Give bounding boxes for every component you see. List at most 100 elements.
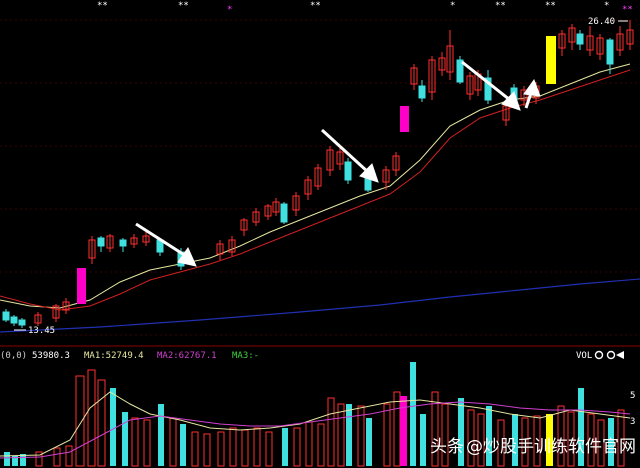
- highlight-candle-magenta: [400, 106, 409, 132]
- candle-down: [18, 319, 26, 326]
- vol-bar-up: [327, 397, 335, 467]
- svg-text:MA2:62767.1: MA2:62767.1: [157, 351, 217, 361]
- vol-bar-down: [20, 454, 26, 466]
- candle-up: [466, 75, 474, 95]
- low-price-label: 13.45: [28, 326, 55, 336]
- arrow-head-icon: [359, 163, 379, 183]
- candle-up: [228, 239, 236, 253]
- volume-bars: [4, 362, 625, 467]
- vol-bar-down: [458, 398, 464, 466]
- candle-up: [438, 57, 446, 71]
- arrow-head-icon: [501, 91, 521, 111]
- watermark: 头条 @炒股手训练软件官网: [430, 437, 636, 457]
- marker-star: **: [97, 1, 108, 11]
- svg-text:53980.3: 53980.3: [32, 351, 70, 361]
- high-price-label: 26.40: [588, 17, 615, 27]
- vol-bar-up: [229, 427, 237, 467]
- candle-down: [344, 161, 352, 181]
- vol-bar-up: [143, 419, 151, 467]
- arrow-head-icon: [177, 246, 197, 267]
- marker-star: *: [604, 1, 609, 11]
- vol-bar-up: [241, 429, 249, 467]
- candle-up: [626, 29, 634, 45]
- marker-star: *: [450, 1, 455, 11]
- vol-bar-up: [533, 415, 541, 467]
- volume-level-5: 5: [630, 391, 635, 401]
- candle-up: [382, 169, 390, 183]
- vol-bar-up: [383, 403, 391, 467]
- candlesticks: [2, 20, 634, 328]
- ma-line-short: [0, 63, 631, 309]
- vol-bar-up: [305, 421, 313, 467]
- vol-bar-down: [282, 428, 288, 466]
- vol-bar-up: [131, 417, 139, 467]
- vol-bar-down: [486, 406, 492, 466]
- vol-bar-highlight-magenta: [400, 396, 407, 466]
- candle-up: [252, 211, 260, 223]
- annotation-arrows: [135, 60, 541, 267]
- volume-header: (0,0) 53980.3 MA1:52749.4 MA2:62767.1 MA…: [0, 351, 592, 361]
- vol-bar-highlight-yellow: [546, 414, 553, 466]
- svg-text:VOL: VOL: [576, 351, 592, 361]
- candle-down: [576, 33, 584, 45]
- vol-bar-up: [393, 391, 401, 467]
- marker-star: **: [310, 1, 321, 11]
- vol-bar-up: [97, 379, 106, 467]
- marker-star: **: [178, 1, 189, 11]
- candle-up: [264, 205, 272, 217]
- candle-down: [2, 311, 10, 321]
- vol-ma-line-1: [0, 391, 631, 457]
- vol-bar-up: [169, 417, 177, 467]
- candle-up: [304, 179, 312, 195]
- candle-up: [596, 37, 604, 55]
- svg-text:MA3:-: MA3:-: [232, 351, 259, 361]
- candle-down: [456, 59, 464, 83]
- candle-up: [292, 195, 300, 211]
- candle-down: [97, 237, 105, 247]
- ma-line-long: [0, 278, 640, 333]
- gear-icon: [594, 350, 604, 360]
- vol-bar-up: [317, 423, 325, 467]
- vol-bar-down: [4, 452, 10, 466]
- vol-bar-down: [346, 404, 352, 466]
- svg-text:MA1:52749.4: MA1:52749.4: [84, 351, 144, 361]
- vol-bar-down: [578, 388, 584, 466]
- candle-down: [10, 316, 18, 324]
- top-markers: ** ** * ** * ** ** * **: [97, 1, 633, 15]
- vol-bar-up: [217, 431, 225, 467]
- marker-star: *: [227, 5, 232, 15]
- vol-bar-down: [512, 414, 518, 466]
- candle-up: [502, 105, 510, 121]
- candle-up: [392, 155, 400, 171]
- candle-up: [520, 89, 528, 101]
- vol-bar-up: [597, 419, 605, 467]
- candle-down: [119, 239, 127, 247]
- marker-star: **: [545, 1, 556, 11]
- price-grid: [0, 19, 640, 336]
- marker-star: **: [495, 1, 506, 11]
- candle-up: [558, 33, 566, 49]
- volume-tool-icons[interactable]: [594, 350, 625, 360]
- highlight-candle-magenta: [77, 268, 86, 304]
- vol-bar-up: [567, 411, 575, 467]
- vol-bar-up: [521, 417, 529, 467]
- highlight-candle-yellow: [546, 36, 556, 84]
- vol-bar-down: [122, 412, 128, 466]
- candle-down: [418, 85, 426, 99]
- vol-bar-up: [35, 451, 43, 467]
- vol-bar-down: [180, 424, 186, 466]
- candle-up: [446, 45, 454, 73]
- vol-bar-up: [587, 413, 595, 467]
- candle-up: [106, 235, 114, 249]
- candle-up: [568, 27, 576, 43]
- vol-bar-up: [191, 431, 199, 467]
- candle-down: [484, 77, 492, 101]
- vol-bar-up: [75, 375, 85, 467]
- vol-bar-up: [467, 409, 475, 467]
- candle-up: [272, 201, 280, 213]
- vol-bar-up: [265, 431, 273, 467]
- vol-bar-up: [253, 427, 261, 467]
- svg-text:@炒股手训练软件官网: @炒股手训练软件官网: [466, 437, 636, 457]
- vol-bar-up: [431, 391, 439, 467]
